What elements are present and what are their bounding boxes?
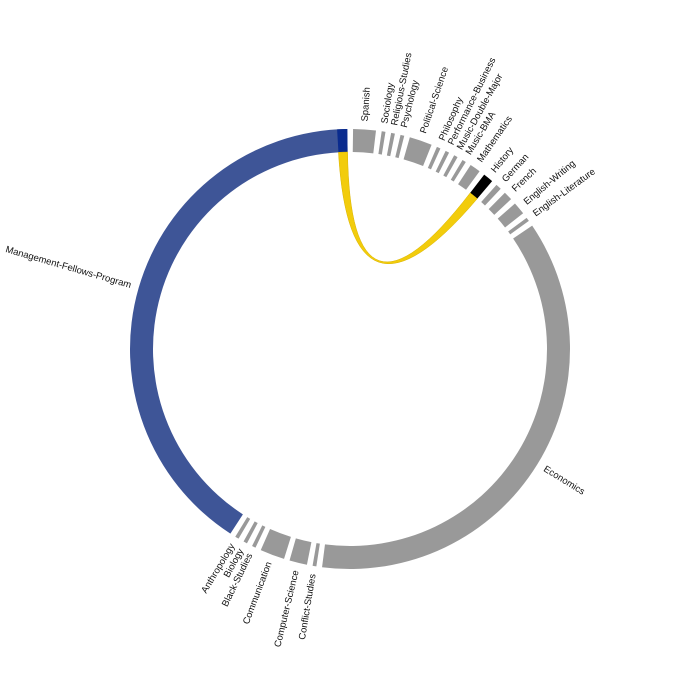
- arc-french[interactable]: [488, 192, 512, 215]
- arc-sociology[interactable]: [378, 131, 386, 155]
- arc-conflict-studies[interactable]: [312, 543, 320, 567]
- arc-mathematics[interactable]: [458, 165, 480, 190]
- arc-history[interactable]: [470, 174, 493, 199]
- arc-psychology[interactable]: [395, 134, 405, 159]
- arc-philosophy[interactable]: [427, 146, 441, 170]
- label-economics: Economics: [541, 464, 587, 498]
- arc-biology[interactable]: [243, 521, 258, 544]
- arc-spanish[interactable]: [352, 129, 377, 154]
- arc-performance-business[interactable]: [435, 150, 450, 174]
- arc-political-science[interactable]: [403, 137, 432, 167]
- arc-german[interactable]: [481, 184, 501, 206]
- arc-communication[interactable]: [260, 529, 291, 559]
- arc-english-literature[interactable]: [508, 217, 529, 235]
- arc-highlight-management-fellows-program: [337, 129, 348, 153]
- label-conflict-studies: Conflict-Studies: [297, 573, 319, 641]
- chord-ribbons: [338, 151, 478, 264]
- arc-anthropology[interactable]: [235, 517, 251, 539]
- label-spanish: Spanish: [360, 87, 373, 122]
- arc-black-studies[interactable]: [252, 525, 266, 548]
- group-arcs: [130, 129, 570, 569]
- arc-management-fellows-program[interactable]: [130, 129, 348, 534]
- arc-economics[interactable]: [322, 225, 570, 569]
- arc-music-double-major[interactable]: [443, 155, 458, 178]
- arc-music-bma[interactable]: [450, 159, 466, 182]
- arc-religious-studies[interactable]: [386, 132, 395, 157]
- arc-computer-science[interactable]: [289, 538, 312, 565]
- label-management-fellows-program: Management-Fellows-Program: [4, 244, 132, 291]
- ribbon-management-fellows-program-to-history[interactable]: [338, 151, 478, 264]
- arc-english-writing[interactable]: [497, 203, 524, 228]
